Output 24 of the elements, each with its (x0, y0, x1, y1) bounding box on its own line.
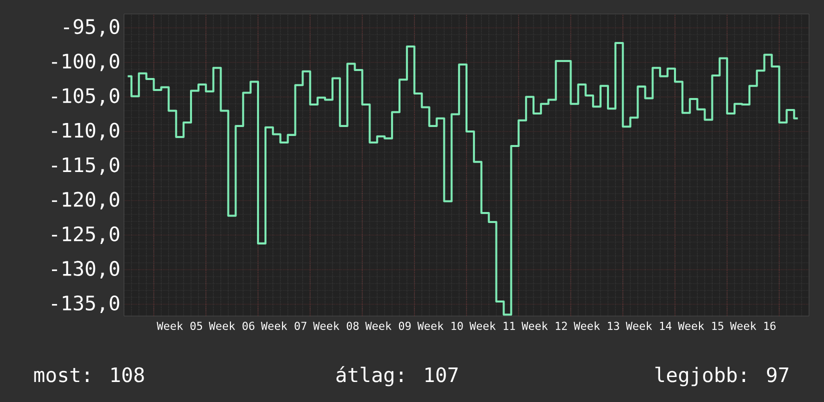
y-tick-label: -100,0 (52, 54, 120, 72)
y-tick-label: -130,0 (52, 260, 120, 278)
x-tick-label: Week 16 (730, 322, 776, 330)
y-tick-label: -115,0 (52, 157, 120, 175)
x-tick-label: Week 11 (469, 322, 515, 330)
y-tick-label: -120,0 (52, 192, 120, 210)
x-tick-label: Week 13 (574, 322, 620, 330)
x-tick-label: Week 05 (156, 322, 202, 330)
y-tick-label: -125,0 (52, 226, 120, 244)
text: átlag: 107 (336, 366, 458, 386)
text: most: 108 (34, 367, 144, 382)
y-tick-label: -105,0 (52, 88, 120, 106)
x-tick-label: Week 06 (208, 322, 254, 330)
y-tick-label: -95,0 (64, 19, 120, 37)
x-tick-label: Week 08 (313, 322, 359, 330)
x-tick-label: Week 15 (678, 322, 724, 330)
x-tick-label: Week 14 (626, 322, 672, 330)
y-tick-label: -110,0 (52, 122, 120, 140)
x-tick-label: Week 12 (522, 322, 567, 330)
text: legjobb: 97 (655, 366, 788, 386)
x-tick-label: Week 09 (365, 322, 411, 330)
x-tick-label: Week 07 (260, 322, 306, 330)
x-tick-label: Week 10 (417, 322, 463, 330)
y-tick-label: -135,0 (52, 295, 120, 314)
